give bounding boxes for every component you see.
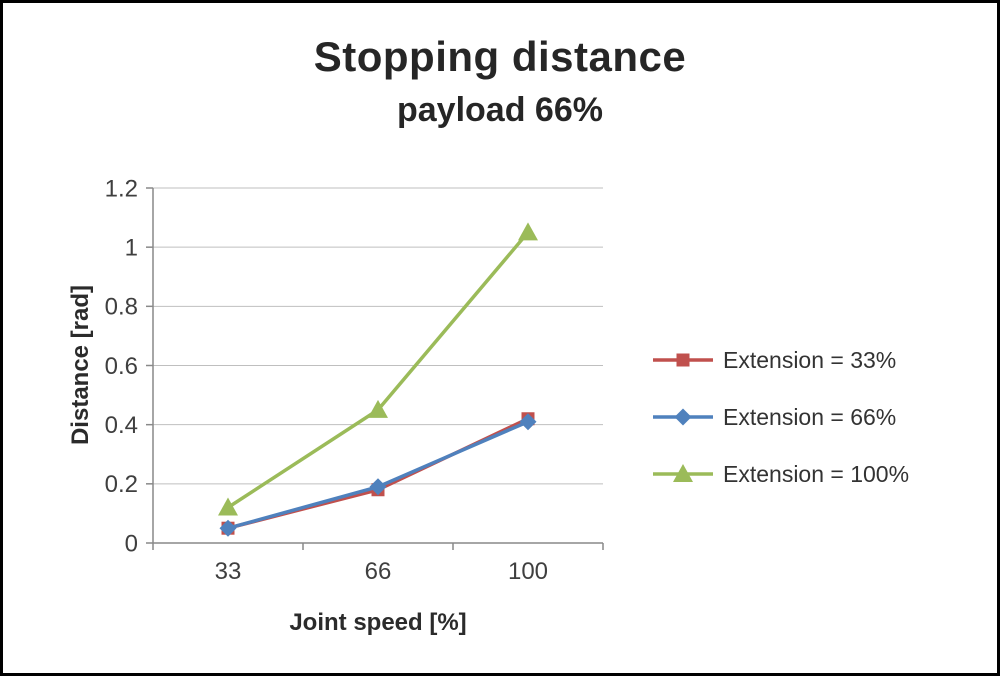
y-tick-label: 0.2 (105, 471, 138, 498)
y-tick-label: 0.8 (105, 294, 138, 321)
data-point-marker (518, 222, 538, 241)
legend-swatch-icon (653, 464, 713, 482)
y-tick-label: 1.2 (105, 175, 138, 202)
y-tick-label: 0.6 (105, 353, 138, 380)
legend-entry: Extension = 66% (651, 402, 909, 432)
y-tick-label: 1 (125, 235, 138, 262)
series-line-0 (226, 417, 530, 530)
legend-label: Extension = 66% (723, 403, 897, 430)
x-tick-label: 33 (215, 558, 242, 585)
data-point-marker (676, 353, 690, 367)
chart-title: Stopping distance (313, 33, 687, 80)
data-point-marker (519, 413, 537, 431)
data-point-marker (674, 408, 692, 426)
legend-label: Extension = 100% (723, 460, 910, 487)
data-point-marker (368, 399, 388, 418)
series-line-1 (226, 419, 530, 530)
legend-swatch-icon (653, 408, 713, 426)
legend: Extension = 33% Extension = 66% Extension … (651, 345, 909, 489)
y-tick-label: 0.4 (105, 412, 138, 439)
legend-entry: Extension = 33% (651, 345, 909, 375)
data-point-marker (673, 464, 693, 482)
x-axis-title: Joint speed [%] (289, 609, 467, 636)
plot-area: 0 0.2 0.4 0.6 0.8 1 1.2 33 66 100 (105, 175, 604, 585)
data-point-marker (218, 497, 238, 516)
data-point-marker (369, 478, 387, 496)
series-line-2 (226, 230, 530, 510)
y-tick-label: 0 (125, 530, 138, 557)
legend-swatch-icon (653, 353, 713, 367)
x-tick-label: 100 (508, 558, 548, 585)
data-point-marker (219, 519, 237, 537)
chart-subtitle: payload 66% (397, 91, 603, 129)
x-tick-label: 66 (365, 558, 392, 585)
legend-label: Extension = 33% (723, 346, 897, 373)
y-axis-title: Distance [rad] (67, 284, 94, 446)
legend-entry: Extension = 100% (651, 459, 909, 489)
